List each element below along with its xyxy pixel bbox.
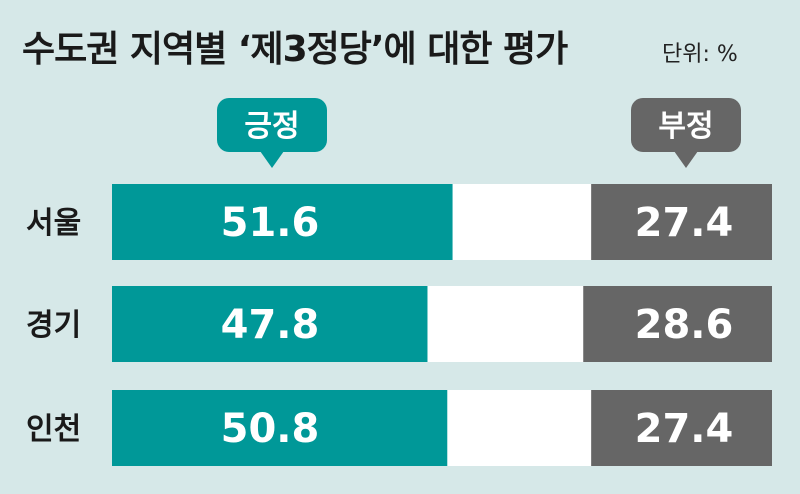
bar-negative bbox=[583, 286, 772, 362]
negative-bubble bbox=[631, 98, 741, 152]
value-label-negative: 28.6 bbox=[635, 302, 734, 348]
category-label: 서울 bbox=[26, 206, 81, 241]
positive-legend-label: 긍정 bbox=[244, 109, 299, 144]
value-label-negative: 27.4 bbox=[635, 200, 734, 246]
value-label-negative: 27.4 bbox=[635, 406, 734, 452]
category-label: 경기 bbox=[26, 308, 81, 343]
value-label-positive: 51.6 bbox=[221, 200, 320, 246]
value-label-positive: 50.8 bbox=[221, 406, 320, 452]
bar-positive bbox=[112, 390, 448, 466]
negative-bubble-pointer bbox=[674, 151, 698, 168]
bar-positive bbox=[112, 184, 453, 260]
positive-bubble-pointer bbox=[260, 151, 284, 168]
unit-label: 단위: % bbox=[662, 42, 738, 67]
bar-negative bbox=[591, 390, 772, 466]
bar-positive bbox=[112, 286, 428, 362]
negative-legend-label: 부정 bbox=[658, 109, 713, 144]
value-label-positive: 47.8 bbox=[221, 302, 320, 348]
category-label: 인천 bbox=[26, 412, 81, 447]
chart-title: 수도권 지역별 ‘제3정당’에 대한 평가 bbox=[22, 29, 568, 70]
positive-bubble bbox=[217, 98, 327, 152]
bar-negative bbox=[591, 184, 772, 260]
